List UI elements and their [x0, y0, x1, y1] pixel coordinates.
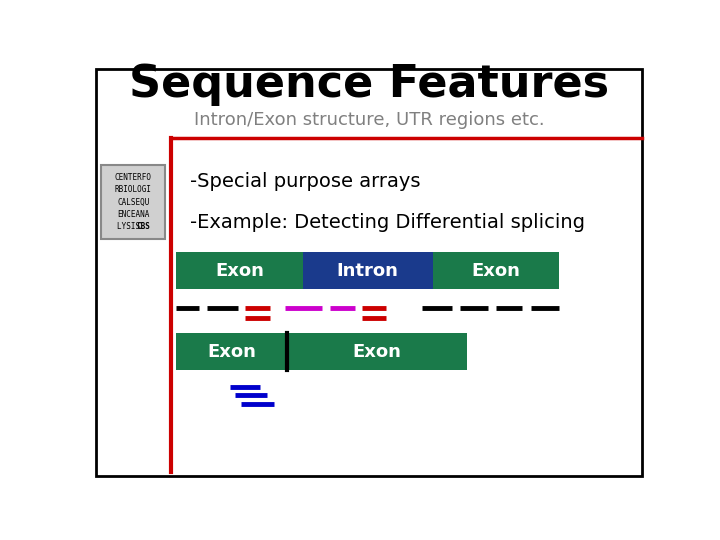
Text: LYSIS: LYSIS	[117, 222, 144, 232]
Text: -Special purpose arrays: -Special purpose arrays	[190, 172, 421, 191]
Text: CENTERFO: CENTERFO	[114, 173, 152, 181]
Bar	[176, 252, 302, 289]
Text: Exon: Exon	[215, 261, 264, 280]
Bar	[287, 333, 467, 370]
Text: CALSEQU: CALSEQU	[117, 198, 150, 206]
Text: Intron: Intron	[337, 261, 399, 280]
Text: ENCEANA: ENCEANA	[117, 210, 150, 219]
Bar	[101, 165, 166, 239]
Bar	[302, 252, 433, 289]
Text: Sequence Features: Sequence Features	[129, 63, 609, 106]
Text: Exon: Exon	[207, 343, 256, 361]
Text: Exon: Exon	[471, 261, 520, 280]
Text: -Example: Detecting Differential splicing: -Example: Detecting Differential splicin…	[190, 213, 585, 232]
Bar	[433, 252, 559, 289]
Text: Exon: Exon	[352, 343, 401, 361]
Text: Intron/Exon structure, UTR regions etc.: Intron/Exon structure, UTR regions etc.	[194, 111, 544, 129]
Text: CBS: CBS	[136, 222, 150, 232]
Text: RBIOLOGI: RBIOLOGI	[114, 185, 152, 194]
Bar	[176, 333, 287, 370]
